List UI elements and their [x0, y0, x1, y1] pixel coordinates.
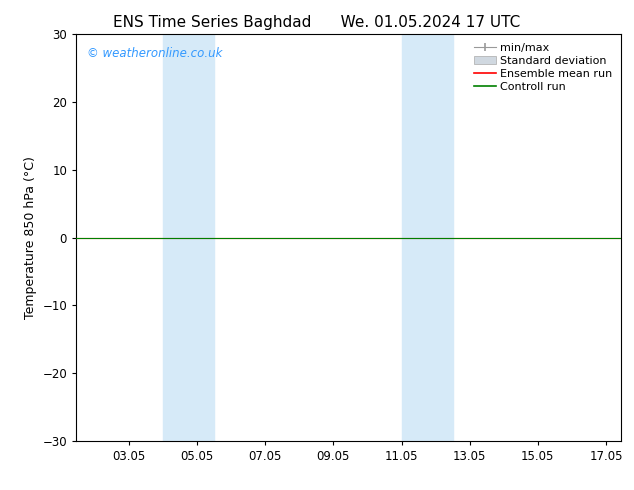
Legend: min/max, Standard deviation, Ensemble mean run, Controll run: min/max, Standard deviation, Ensemble me… [470, 40, 616, 95]
Text: © weatheronline.co.uk: © weatheronline.co.uk [87, 47, 223, 59]
Bar [163, 34, 214, 441]
Y-axis label: Temperature 850 hPa (°C): Temperature 850 hPa (°C) [23, 156, 37, 319]
Text: ENS Time Series Baghdad      We. 01.05.2024 17 UTC: ENS Time Series Baghdad We. 01.05.2024 1… [113, 15, 521, 30]
Bar [401, 34, 453, 441]
